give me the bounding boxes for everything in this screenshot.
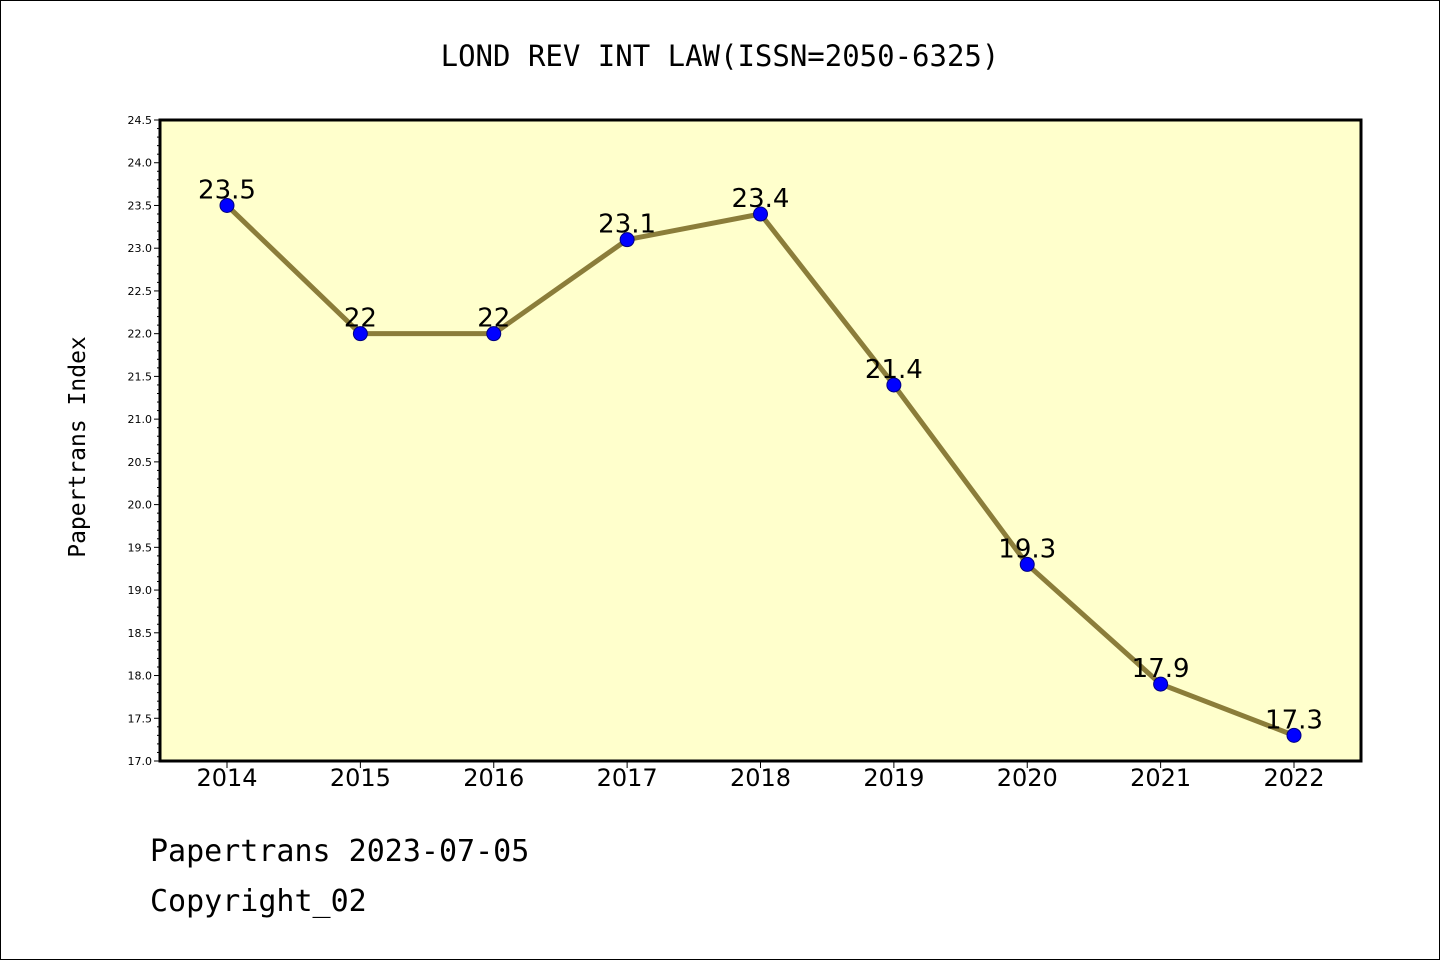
y-tick-label: 22.0 bbox=[128, 328, 153, 341]
x-tick-label: 2021 bbox=[1130, 764, 1191, 792]
x-tick-label: 2022 bbox=[1263, 764, 1324, 792]
data-point-marker bbox=[219, 197, 235, 213]
data-point-marker bbox=[619, 232, 635, 248]
y-tick-label: 18.0 bbox=[128, 670, 153, 683]
footer-copyright-text: Copyright_02 bbox=[150, 884, 367, 919]
y-tick-label: 17.5 bbox=[128, 712, 153, 725]
data-point-label: 23.4 bbox=[732, 184, 790, 214]
marker-group bbox=[219, 197, 1302, 743]
y-tick-label: 17.0 bbox=[128, 755, 153, 768]
data-point-marker bbox=[886, 377, 902, 393]
y-tick-label: 19.0 bbox=[128, 584, 153, 597]
data-point-marker bbox=[486, 326, 502, 342]
y-axis-label: Papertrans Index bbox=[65, 336, 91, 558]
plot-border bbox=[158, 118, 1363, 763]
data-point-label: 17.3 bbox=[1265, 705, 1323, 735]
data-point-marker bbox=[1153, 676, 1169, 692]
data-point-label: 23.5 bbox=[198, 175, 256, 205]
y-axis: 17.0 17.5 18.0 18.5 19.0 19.5 20.0 20.5 21.0 21.5… bbox=[128, 114, 160, 768]
data-point-label: 17.9 bbox=[1132, 654, 1190, 684]
data-point-label: 21.4 bbox=[865, 355, 923, 385]
x-tick-label: 2018 bbox=[730, 764, 791, 792]
x-tick-label: 2016 bbox=[463, 764, 524, 792]
y-tick-label: 22.5 bbox=[128, 285, 153, 298]
data-point-label: 19.3 bbox=[998, 534, 1056, 564]
point-label-group: 23.5 22 22 23.1 23.4 21.4 19.3 17.9 17.3 bbox=[198, 175, 1323, 735]
y-tick-label: 23.5 bbox=[128, 199, 153, 212]
plot-area bbox=[160, 120, 1361, 761]
data-point-label: 22 bbox=[477, 304, 510, 334]
data-point-marker bbox=[753, 206, 768, 222]
y-tick-label: 24.0 bbox=[128, 157, 153, 170]
data-point-label: 23.1 bbox=[598, 210, 656, 240]
y-tick-label: 19.5 bbox=[128, 541, 153, 554]
x-tick-label: 2014 bbox=[196, 764, 257, 792]
x-axis: 2014 2015 2016 2017 2018 2019 2020 2021 2022 bbox=[196, 761, 1325, 792]
y-tick-label: 24.5 bbox=[128, 114, 153, 127]
data-point-marker bbox=[1019, 556, 1035, 572]
y-tick-label: 20.5 bbox=[128, 456, 153, 469]
chart-title: LOND REV INT LAW(ISSN=2050-6325) bbox=[441, 39, 1000, 73]
data-point-marker bbox=[1286, 727, 1302, 743]
x-tick-label: 2020 bbox=[997, 764, 1058, 792]
y-tick-label: 21.5 bbox=[128, 370, 153, 383]
footer-date-text: Papertrans 2023-07-05 bbox=[150, 834, 530, 869]
y-tick-label: 21.0 bbox=[128, 413, 153, 426]
y-tick-label: 23.0 bbox=[128, 242, 153, 255]
x-tick-label: 2017 bbox=[597, 764, 658, 792]
x-tick-label: 2015 bbox=[330, 764, 391, 792]
y-tick-label: 18.5 bbox=[128, 627, 153, 640]
data-point-marker bbox=[352, 326, 368, 342]
data-point-label: 22 bbox=[344, 304, 377, 334]
y-tick-label: 20.0 bbox=[128, 499, 153, 512]
x-tick-label: 2019 bbox=[863, 764, 924, 792]
